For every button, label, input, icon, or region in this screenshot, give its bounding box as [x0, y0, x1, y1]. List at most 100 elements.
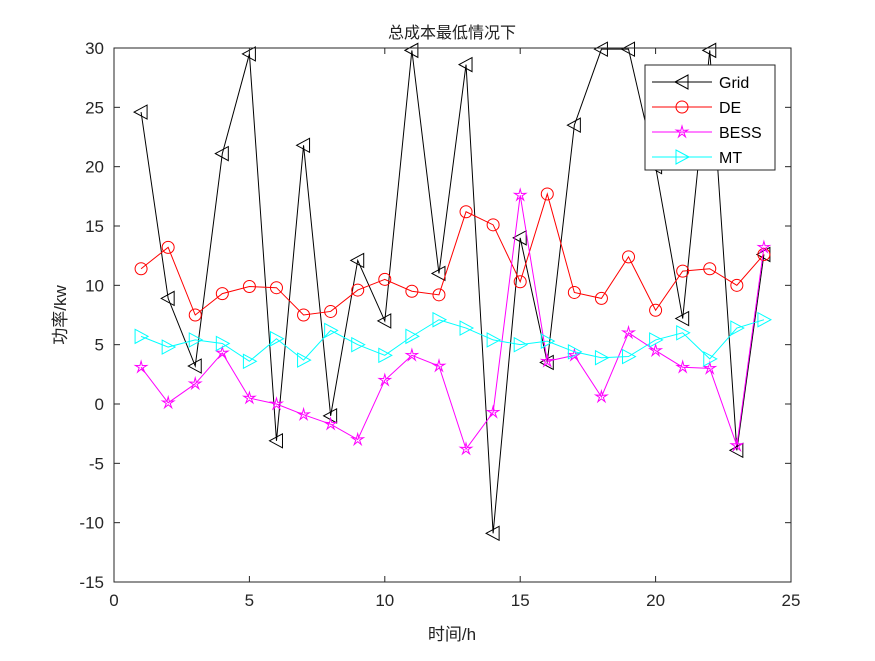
data-point-mt: [432, 311, 448, 328]
y-tick-label: 20: [85, 158, 104, 177]
x-tick-label: 20: [646, 591, 665, 610]
data-point-mt: [486, 332, 502, 348]
data-point-grid: [403, 42, 419, 59]
data-point-grid: [295, 137, 311, 154]
data-point-de: [378, 272, 392, 286]
series-line-mt: [140, 319, 765, 362]
data-point-mt: [405, 328, 420, 345]
y-axis-label: 功率/kw: [51, 285, 70, 345]
data-point-grid: [593, 41, 608, 58]
legend: Grid DE BESS MT: [644, 64, 776, 171]
data-point-de: [269, 281, 283, 295]
data-point-mt: [676, 324, 691, 341]
data-point-bess: [241, 390, 257, 405]
data-point-grid: [701, 42, 717, 59]
y-tick-label: 10: [85, 276, 104, 295]
y-tick-label: 25: [85, 98, 104, 117]
y-tick-label: -10: [79, 514, 104, 533]
data-point-mt: [622, 348, 637, 365]
y-tick-label: -15: [79, 573, 104, 592]
data-point-bess: [593, 388, 609, 404]
data-point-mt: [161, 339, 177, 355]
data-point-de: [730, 278, 744, 292]
data-point-grid: [485, 525, 500, 542]
data-point-grid: [160, 290, 175, 307]
series-line-bess: [140, 195, 765, 451]
data-point-grid: [187, 358, 202, 374]
data-point-bess: [485, 404, 501, 419]
data-point-grid: [566, 117, 581, 133]
data-point-de: [405, 284, 419, 298]
x-tick-label: 10: [375, 591, 394, 610]
data-point-de: [188, 308, 202, 322]
chart-title: 总成本最低情况下: [388, 24, 516, 42]
data-point-mt: [242, 353, 258, 370]
data-point-bess: [729, 437, 745, 452]
data-point-mt: [757, 311, 772, 328]
data-point-mt: [351, 336, 366, 353]
data-point-bess: [296, 406, 312, 422]
data-point-de: [703, 262, 717, 276]
x-axis-label: 时间/h: [428, 625, 476, 644]
data-point-de: [513, 275, 527, 289]
data-point-de: [242, 280, 256, 294]
x-tick-label: 5: [245, 591, 254, 610]
data-point-grid: [430, 265, 446, 282]
data-point-de: [567, 285, 581, 299]
data-point-bess: [675, 359, 691, 374]
data-point-bess: [377, 372, 393, 387]
series-line-de: [140, 192, 765, 316]
data-point-grid: [512, 230, 527, 246]
data-point-bess: [323, 416, 339, 431]
legend-label: BESS: [719, 125, 762, 142]
y-tick-label: 15: [85, 217, 104, 236]
legend-box: [644, 64, 776, 171]
y-tick-label: 5: [95, 336, 104, 355]
data-point-bess: [268, 396, 285, 411]
data-point-bess: [187, 375, 203, 391]
data-point-bess: [648, 342, 664, 358]
data-point-bess: [620, 324, 637, 340]
plot-area-frame: [113, 47, 792, 583]
data-point-grid: [133, 104, 148, 120]
data-point-de: [622, 250, 636, 264]
data-point-de: [594, 291, 608, 305]
data-point-mt: [297, 352, 312, 368]
data-point-de: [297, 308, 311, 322]
y-tick-label: -5: [89, 454, 104, 473]
legend-marker: [675, 100, 689, 114]
data-point-de: [459, 205, 473, 219]
data-point-mt: [324, 322, 339, 339]
legend-marker: [673, 74, 689, 90]
data-point-mt: [134, 328, 150, 345]
data-point-de: [649, 303, 663, 317]
data-point-de: [324, 304, 338, 318]
data-point-mt: [215, 335, 231, 352]
data-point-mt: [567, 343, 583, 360]
legend-marker: [675, 149, 691, 165]
data-point-bess: [431, 358, 447, 373]
data-point-mt: [703, 351, 718, 367]
x-tick-label: 0: [109, 591, 118, 610]
legend-label: Grid: [719, 75, 749, 92]
y-tick-label: 0: [95, 395, 104, 414]
data-point-de: [215, 287, 229, 301]
data-point-mt: [378, 347, 393, 364]
data-point-de: [486, 218, 500, 232]
data-point-grid: [268, 432, 283, 449]
data-point-grid: [457, 56, 473, 73]
data-point-bess: [160, 394, 176, 410]
data-point-grid: [214, 145, 229, 162]
data-point-grid: [376, 313, 392, 329]
data-point-mt: [459, 320, 475, 336]
data-point-grid: [349, 252, 365, 269]
series-mt: [134, 311, 772, 370]
data-point-mt: [594, 349, 610, 366]
data-point-mt: [540, 333, 556, 349]
data-point-grid: [620, 41, 636, 58]
data-point-bess: [133, 359, 149, 374]
data-point-bess: [539, 353, 555, 368]
data-point-mt: [269, 330, 285, 347]
data-point-de: [134, 262, 148, 276]
data-point-de: [676, 264, 690, 278]
